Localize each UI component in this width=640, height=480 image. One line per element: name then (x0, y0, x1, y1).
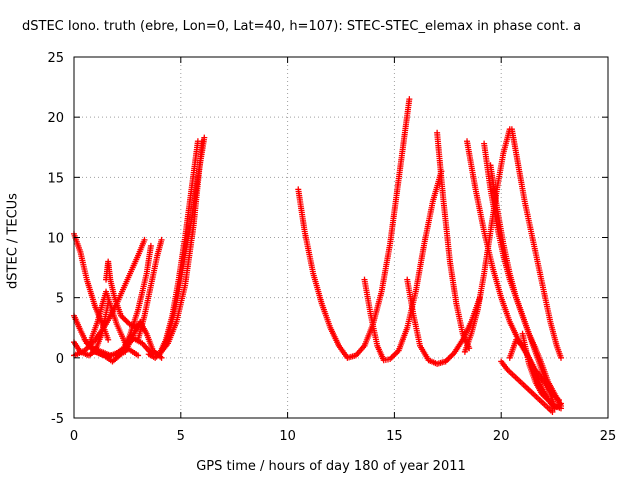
data-point (123, 318, 130, 325)
data-point (201, 134, 208, 141)
data-point (147, 242, 154, 249)
data-point (158, 236, 165, 243)
data-point (558, 354, 565, 361)
data-point (391, 351, 398, 358)
data-point (194, 138, 201, 145)
data-point (448, 352, 455, 359)
x-tick-label: 10 (279, 429, 296, 444)
data-point (445, 355, 452, 362)
y-tick-label: 20 (47, 111, 64, 126)
data-point (135, 352, 142, 359)
data-point (105, 336, 112, 343)
data-point (406, 96, 413, 103)
y-tick-label: 25 (47, 51, 64, 66)
data-point (120, 315, 127, 322)
data-point (392, 350, 399, 357)
data-point (122, 316, 129, 323)
data-point (141, 236, 148, 243)
x-axis-label: GPS time / hours of day 180 of year 2011 (196, 459, 466, 474)
y-tick-label: -5 (51, 412, 64, 427)
data-point (158, 354, 165, 361)
data-point (446, 354, 453, 361)
x-tick-label: 25 (600, 429, 617, 444)
data-point (558, 405, 565, 412)
y-tick-label: 0 (56, 352, 64, 367)
x-tick-label: 5 (177, 429, 185, 444)
chart-title: dSTEC Iono. truth (ebre, Lon=0, Lat=40, … (22, 19, 582, 34)
y-tick-label: 5 (56, 292, 64, 307)
y-tick-label: 15 (47, 171, 64, 186)
x-tick-label: 15 (386, 429, 403, 444)
x-tick-label: 20 (493, 429, 510, 444)
y-tick-label: 10 (47, 232, 64, 247)
data-point (549, 408, 556, 415)
axis-ticks: 0 5 10 15 20 25 -5 0 5 10 15 20 25 (47, 51, 616, 444)
x-tick-label: 0 (70, 429, 78, 444)
data-points (71, 96, 565, 415)
